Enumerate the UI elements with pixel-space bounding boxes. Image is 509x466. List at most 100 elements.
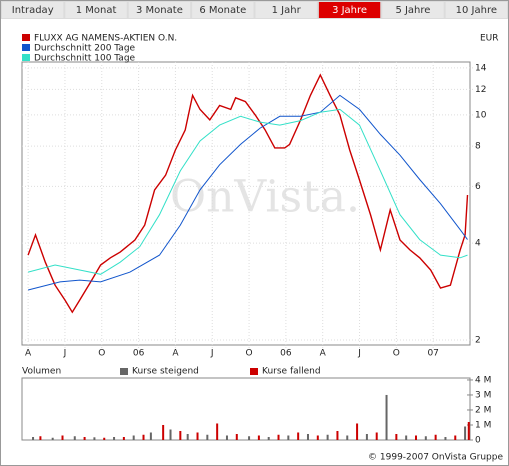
tab-label[interactable]: 3 Jahre [332,5,367,16]
tab-label[interactable]: 5 Jahre [395,5,430,16]
y-tick-label: 12 [475,85,486,95]
x-tick-label: 06 [133,349,145,359]
volume-bar [169,429,172,440]
volume-bar [235,433,238,440]
y-tick-label: 0 [475,436,481,446]
volume-bar [113,436,116,440]
volume-bar [454,435,457,440]
y-tick-label: 4 [475,239,481,249]
tab-label[interactable]: 1 Monat [76,5,117,16]
tab-bar [1,1,508,19]
x-tick-label: J [210,349,214,359]
tab[interactable] [65,2,127,18]
x-tick-label: O [246,349,253,359]
volume-bar [51,437,54,440]
plot-area [21,61,471,346]
price-line [27,94,468,291]
unit-label: EUR [480,34,499,44]
tab-label[interactable]: 3 Monate [136,5,183,16]
tab[interactable] [255,2,317,18]
legend-label: Kurse fallend [262,367,321,377]
volume-bar [73,436,76,440]
x-tick-label: 06 [280,349,292,359]
volume-bar [196,432,199,440]
volume-bar [61,435,64,440]
volume-bar [365,433,368,440]
y-tick-label: 10 [475,110,487,120]
volume-bar [93,437,96,440]
volume-bar [277,434,280,440]
legend-label: Kurse steigend [132,367,199,377]
y-tick-label: 2 M [475,405,491,415]
legend-swatch [22,34,30,41]
legend-swatch [250,368,258,375]
volume-bar [162,424,165,440]
x-tick-label: A [25,349,32,359]
tab[interactable] [318,2,381,18]
volume-bar [297,432,300,440]
volume-bar [316,435,319,440]
tab-label[interactable]: 10 Jahre [456,5,497,16]
x-tick-label: 07 [427,349,438,359]
plot-area [21,377,471,441]
volume-bar [39,436,42,440]
volume-bar [216,423,219,440]
volume-bar [122,436,125,440]
legend-swatch [120,368,128,375]
watermark: OnVista. [170,172,360,223]
price-line [27,73,469,314]
volume-bar [103,437,106,440]
volume-bar [132,435,135,440]
volume-bar [149,432,152,440]
panel-title: Volumen [22,367,61,377]
legend-swatch [22,54,30,61]
y-tick-label: 4 M [475,375,491,385]
x-tick-label: A [320,349,327,359]
volume-bar [375,432,378,440]
tab[interactable] [445,2,507,18]
tab[interactable] [382,2,444,18]
y-tick-label: 6 [475,182,481,192]
tab-label[interactable]: 1 Jahr [272,5,302,16]
volume-bar [32,436,35,440]
y-tick-label: 8 [475,142,481,152]
price-line [27,108,468,275]
volume-bar [464,426,467,440]
volume-bar [434,434,437,440]
legend-label: Durchschnitt 100 Tage [34,54,136,64]
x-tick-label: J [357,349,361,359]
volume-bar [83,436,86,440]
y-tick-label: 3 M [475,390,491,400]
x-tick-label: O [98,349,105,359]
volume-bar [257,435,260,440]
y-tick-label: 2 [475,336,481,346]
volume-bar [356,423,359,440]
tab[interactable] [128,2,191,18]
volume-bar [385,394,388,440]
tab-label[interactable]: Intraday [12,5,54,16]
volume-bar [414,435,417,440]
volume-bar [405,435,408,440]
legend-label: Durchschnitt 200 Tage [34,44,136,54]
y-tick-label: 14 [475,63,487,73]
tab[interactable] [192,2,254,18]
volume-bar [336,430,339,440]
copyright: © 1999-2007 OnVista Gruppe [368,453,503,463]
x-tick-label: A [172,349,179,359]
volume-bar [287,435,290,440]
volume-bar [225,435,228,440]
volume-bar [206,434,209,440]
volume-bar [424,436,427,440]
tab[interactable] [2,2,64,18]
volume-bar [142,434,145,440]
legend-swatch [22,44,30,51]
volume-bar [306,433,309,440]
legend-label: FLUXX AG NAMENS-AKTIEN O.N. [34,34,177,44]
volume-bar [326,434,329,440]
tab-label[interactable]: 6 Monate [199,5,246,16]
x-tick-label: O [393,349,400,359]
volume-bar [346,435,349,440]
volume-bar [267,436,270,440]
